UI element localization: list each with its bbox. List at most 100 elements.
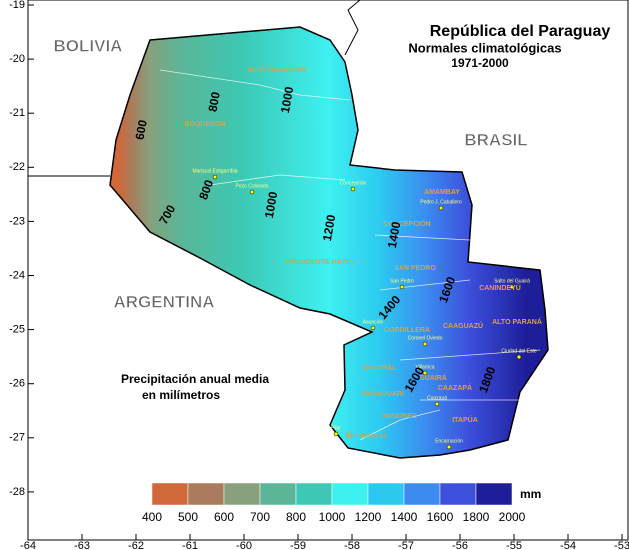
lat-label: -19: [9, 0, 25, 11]
paraguay: [109, 26, 549, 459]
city-label: Concepción: [340, 180, 367, 186]
department-label: CONCEPCIÓN: [383, 219, 430, 228]
lon-label: -56: [452, 540, 468, 550]
lat-label: -24: [9, 269, 25, 281]
legend-swatch: [259, 482, 297, 506]
department-label: ITAPÚA: [452, 415, 478, 424]
lon-label: -61: [182, 540, 198, 550]
lat-label: -22: [9, 161, 25, 173]
city-label: Villarrica: [415, 364, 434, 370]
city-dot: [509, 284, 515, 290]
city-dots: [212, 174, 522, 450]
legend-label: 1000: [319, 510, 346, 524]
city-label: Encarnación: [435, 438, 463, 444]
title-line: Normales climatológicas: [408, 40, 561, 55]
caption-line: Precipitación anual media: [121, 372, 269, 386]
city-dot: [516, 354, 522, 360]
country-label: BOLIVIA: [54, 36, 123, 55]
city-dot: [212, 174, 218, 180]
legend-swatch: [295, 482, 333, 506]
department-label: MISIONES: [383, 413, 418, 420]
lon-label: -63: [74, 540, 90, 550]
isoline-label: 1400: [385, 220, 403, 249]
lat-label: -28: [9, 486, 25, 498]
isoline-label: 1000: [278, 85, 296, 114]
city-label: Pozo Colorado: [235, 183, 268, 189]
city-label: Pedro J. Caballero: [420, 199, 462, 205]
legend-label: 2000: [499, 510, 526, 524]
lon-label: -54: [560, 540, 576, 550]
legend-swatch: [331, 482, 369, 506]
isoline-label: 800: [206, 90, 223, 112]
lat-label: -27: [9, 432, 25, 444]
country-label: ARGENTINA: [113, 292, 214, 311]
lat-label: -26: [9, 378, 25, 390]
lon-label: -58: [344, 540, 360, 550]
isoline-label: 1200: [320, 213, 338, 242]
city-dot: [422, 341, 428, 347]
legend-swatch: [367, 482, 405, 506]
lon-label: -53: [614, 540, 629, 550]
department-label: BOQUERÓN: [184, 119, 225, 128]
lat-label: -20: [9, 53, 25, 65]
department-label: PRESIDENTE HAYES: [285, 259, 355, 266]
department-label: CENTRAL: [363, 365, 397, 372]
department-label: ALTO PARANÁ: [492, 317, 542, 326]
legend-label: 1600: [427, 510, 454, 524]
legend-swatch: [403, 482, 441, 506]
city-dot: [399, 284, 405, 290]
title-line: 1971-2000: [451, 56, 509, 70]
city-dot: [350, 186, 356, 192]
city-label: Coronel Oviedo: [408, 335, 443, 341]
legend-swatch: [439, 482, 477, 506]
city-dot: [370, 325, 376, 331]
lon-label: -59: [290, 540, 306, 550]
department-label: CAAZAPÁ: [438, 383, 472, 392]
lon-label: -60: [236, 540, 252, 550]
department-label: PARAGUARÍ: [362, 389, 405, 398]
department-label: GUAIRÁ: [419, 373, 447, 382]
caption-line: en milímetros: [142, 388, 220, 402]
city-dot: [446, 444, 452, 450]
city-label: Ciudad del Este: [501, 348, 537, 354]
city-label: Pilar: [331, 425, 341, 431]
legend-label: 700: [250, 510, 270, 524]
lat-label: -25: [9, 324, 25, 336]
department-label: SAN PEDRO: [394, 265, 436, 272]
city-dot: [333, 431, 339, 437]
legend-label: 1200: [355, 510, 382, 524]
legend-swatch: [151, 482, 189, 506]
city-label: Mariscal Estigarribia: [192, 168, 237, 174]
legend-unit: mm: [520, 487, 541, 501]
isoline-label: 600: [133, 118, 150, 140]
department-label: ÑEEMBUCÚ: [346, 431, 386, 440]
title-line: República del Paraguay: [430, 23, 611, 40]
legend-label: 600: [214, 510, 234, 524]
department-label: CAAGUAZÚ: [443, 321, 483, 330]
city-label: Asunción: [363, 319, 384, 325]
legend-label: 500: [178, 510, 198, 524]
lat-label: -23: [9, 215, 25, 227]
department-lines: [159, 69, 541, 441]
legend-swatch: [187, 482, 225, 506]
city-dot: [434, 401, 440, 407]
legend-swatch: [475, 482, 513, 506]
city-label: Caazapá: [427, 395, 447, 401]
department-label: AMAMBAY: [424, 189, 460, 196]
department-label: ALTO PARAGUAY: [247, 67, 307, 74]
city-dot: [438, 205, 444, 211]
legend-swatch: [223, 482, 261, 506]
lon-label: -57: [398, 540, 414, 550]
lon-label: -62: [128, 540, 144, 550]
city-label: Salto del Guairá: [494, 278, 530, 284]
city-dot: [249, 189, 255, 195]
city-dot: [422, 370, 428, 376]
legend-label: 1800: [463, 510, 490, 524]
border-line: [344, 0, 361, 56]
lat-label: -21: [9, 107, 25, 119]
legend-label: 400: [142, 510, 162, 524]
lon-label: -55: [506, 540, 522, 550]
legend-label: 1400: [391, 510, 418, 524]
isoline-label: 1000: [262, 190, 280, 219]
legend-label: 800: [286, 510, 306, 524]
